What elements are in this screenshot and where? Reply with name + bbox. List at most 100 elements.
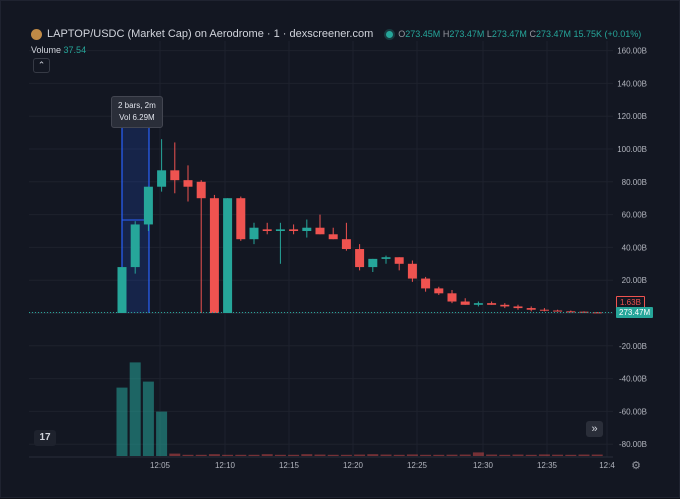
token-icon [31, 28, 42, 40]
range-tooltip: 2 bars, 2m Vol 6.29M [111, 96, 163, 128]
volume-bar [195, 454, 207, 456]
candle-body [539, 309, 549, 311]
axis-labels: 160.00B 140.00B 120.00B 100.00B 80.00B 60.00B… [150, 47, 647, 470]
tooltip-volume: Vol 6.29M [119, 113, 155, 122]
volume-bar [169, 453, 181, 456]
volume-bar [393, 454, 405, 456]
volume-bar [538, 454, 550, 456]
x-tick-label: 12:4 [599, 461, 615, 470]
volume-bar [552, 454, 564, 456]
ohlc-readout: O273.45M H273.47M L273.47M C273.47M 15.7… [398, 29, 642, 39]
candle-body [487, 303, 497, 305]
volume-bar [116, 387, 128, 456]
candle-body [209, 198, 219, 313]
volume-bar [235, 454, 247, 456]
candle-body [130, 224, 140, 268]
y-tick-label: 100.00B [617, 145, 647, 154]
volume-bar [248, 454, 260, 456]
x-tick-label: 12:35 [537, 461, 558, 470]
tooltip-bars: 2 bars, 2m [118, 101, 156, 110]
gear-icon[interactable]: ⚙ [631, 460, 641, 472]
candle-body [289, 229, 299, 231]
y-tick-label: 60.00B [622, 211, 647, 220]
candle-body [170, 170, 180, 181]
volume-bar [380, 454, 392, 456]
volume-bar [565, 454, 577, 456]
volume-bar [459, 454, 471, 456]
volume-bar [340, 454, 352, 456]
candle-body [315, 227, 325, 235]
candle-body [407, 263, 417, 279]
candle-body [473, 303, 483, 305]
volume-bar [156, 411, 168, 456]
volume-bar [129, 362, 141, 456]
volume-bar [314, 454, 326, 456]
candle-body [500, 304, 510, 307]
y-tick-label: 80.00B [622, 178, 647, 187]
volume-bar [142, 381, 154, 456]
candle-body [355, 249, 365, 268]
candle-body [421, 278, 431, 289]
volume-bar [182, 454, 194, 456]
chart-header: LAPTOP/USDC (Market Cap) on Aerodrome · … [31, 28, 641, 40]
volume-bar [420, 454, 432, 456]
candle-body [447, 293, 457, 302]
scroll-to-realtime-button[interactable]: » [586, 421, 603, 437]
candle-body [553, 310, 563, 312]
volume-bar [274, 454, 286, 456]
candle-body [526, 308, 536, 310]
y-tick-label: 140.00B [617, 79, 647, 88]
candle-body [328, 234, 338, 240]
volume-bar [446, 454, 458, 456]
y-tick-label: -20.00B [619, 342, 647, 351]
x-tick-label: 12:30 [473, 461, 494, 470]
candle-body [460, 301, 470, 305]
candle-body [143, 186, 153, 225]
volume-bar [578, 454, 590, 456]
candle-body [341, 239, 351, 250]
x-tick-label: 12:10 [215, 461, 236, 470]
volume-bar [591, 454, 603, 456]
y-tick-label: 20.00B [622, 276, 647, 285]
volume-bar [288, 454, 300, 456]
candle-body [236, 198, 246, 240]
volume-bar [486, 454, 498, 456]
volume-label: Volume [31, 45, 62, 55]
collapse-legend-button[interactable]: ⌃ [33, 58, 50, 73]
volume-bar [472, 452, 484, 456]
candle-body [368, 258, 378, 268]
candle-body [249, 227, 259, 240]
candle-body [223, 198, 233, 313]
volume-bar [222, 454, 234, 456]
candles [29, 139, 613, 314]
double-chevron-right-icon: » [591, 423, 598, 435]
price-tag-current: 273.47M [616, 307, 654, 318]
volume-bar [327, 454, 339, 456]
candle-body [157, 170, 167, 187]
y-tick-label: 120.00B [617, 112, 647, 121]
volume-legend: Volume 37.54 [31, 45, 86, 55]
y-tick-label: 40.00B [622, 243, 647, 252]
chevron-up-icon: ⌃ [37, 60, 46, 70]
candle-body [566, 311, 576, 313]
volume-bar [301, 454, 313, 456]
candle-body [434, 288, 444, 294]
candle-body [302, 227, 312, 231]
candle-body [394, 257, 404, 264]
volume-bar [499, 454, 511, 456]
volume-bar [208, 454, 220, 456]
tradingview-logo[interactable]: 17 [34, 430, 56, 446]
x-tick-label: 12:05 [150, 461, 171, 470]
candle-body [592, 312, 602, 314]
volume-bar [261, 454, 273, 456]
live-status-icon [386, 30, 394, 38]
x-tick-label: 12:15 [279, 461, 300, 470]
candle-body [513, 306, 523, 309]
volume-bar [367, 454, 379, 456]
volume-bar [512, 454, 524, 456]
candle-body [381, 257, 391, 259]
candle-body [183, 180, 193, 187]
y-tick-label: -80.00B [619, 440, 647, 449]
